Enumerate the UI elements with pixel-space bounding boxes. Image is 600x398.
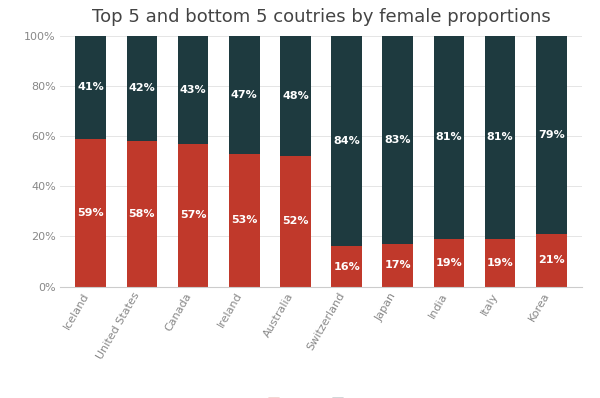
- Text: 53%: 53%: [231, 215, 257, 225]
- Bar: [229, 36, 260, 154]
- Bar: [280, 36, 311, 156]
- Bar: [127, 36, 157, 141]
- Bar: [485, 36, 515, 239]
- Bar: [434, 239, 464, 287]
- Bar: [127, 141, 157, 287]
- Bar: [536, 36, 566, 234]
- Text: 52%: 52%: [282, 217, 308, 226]
- Text: 21%: 21%: [538, 255, 565, 265]
- Text: 59%: 59%: [77, 208, 104, 218]
- Text: 19%: 19%: [487, 258, 514, 268]
- Bar: [178, 144, 208, 287]
- Text: 16%: 16%: [333, 261, 360, 271]
- Text: 79%: 79%: [538, 130, 565, 140]
- Bar: [229, 154, 260, 287]
- Text: 19%: 19%: [436, 258, 463, 268]
- Text: 57%: 57%: [180, 210, 206, 220]
- Text: 47%: 47%: [231, 90, 257, 100]
- Bar: [536, 234, 566, 287]
- Text: 42%: 42%: [128, 84, 155, 94]
- Text: 43%: 43%: [180, 85, 206, 95]
- Bar: [331, 36, 362, 246]
- Text: 84%: 84%: [333, 136, 360, 146]
- Bar: [178, 36, 208, 144]
- Bar: [485, 239, 515, 287]
- Bar: [76, 36, 106, 139]
- Bar: [382, 244, 413, 287]
- Bar: [434, 36, 464, 239]
- Title: Top 5 and bottom 5 coutries by female proportions: Top 5 and bottom 5 coutries by female pr…: [92, 8, 550, 26]
- Text: 81%: 81%: [487, 133, 514, 142]
- Bar: [280, 156, 311, 287]
- Bar: [382, 36, 413, 244]
- Text: 83%: 83%: [385, 135, 411, 145]
- Text: 81%: 81%: [436, 133, 462, 142]
- Legend: Female, Male: Female, Male: [264, 394, 378, 398]
- Bar: [76, 139, 106, 287]
- Text: 41%: 41%: [77, 82, 104, 92]
- Text: 48%: 48%: [282, 91, 309, 101]
- Text: 17%: 17%: [385, 260, 411, 270]
- Bar: [331, 246, 362, 287]
- Text: 58%: 58%: [128, 209, 155, 219]
